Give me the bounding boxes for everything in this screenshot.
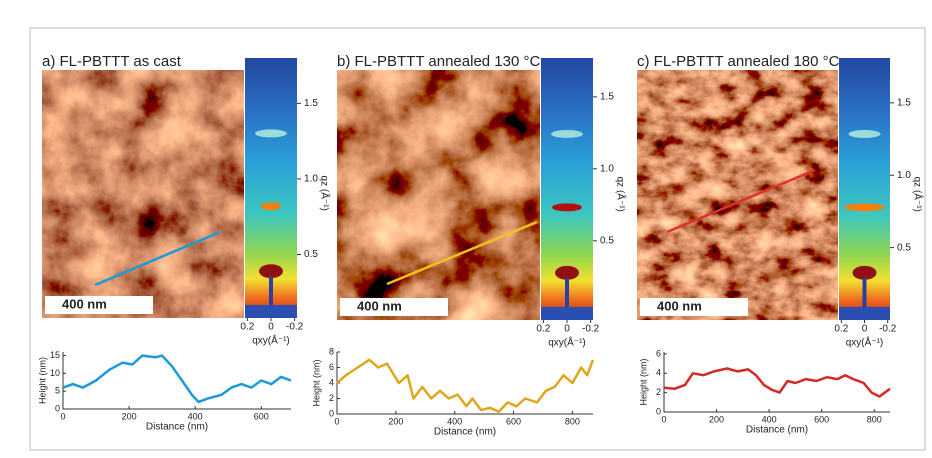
- x-tick-label: 400: [762, 414, 777, 424]
- qxy-tick-label: -0.2: [582, 324, 600, 335]
- x-tick-label: 800: [565, 416, 580, 426]
- giwaxs-beamstop: [862, 278, 867, 320]
- x-tick-label: 0: [60, 411, 65, 421]
- qxy-axis-label: qxy(Å⁻¹): [548, 336, 586, 349]
- qxy-tick-label: -0.2: [879, 324, 897, 335]
- profile-line: [386, 220, 538, 286]
- afm-texture: [337, 70, 540, 320]
- qz-tick-label: 1.5: [304, 98, 318, 109]
- afm-texture: [637, 70, 838, 320]
- giwaxs-peak: [259, 264, 283, 279]
- qxy-tick-label: 0.2: [240, 322, 254, 333]
- giwaxs-horizon: [839, 306, 890, 320]
- profile-line: [94, 230, 221, 287]
- profile-line: [666, 168, 816, 234]
- y-tick-label: 6: [656, 348, 661, 358]
- giwaxs-peak: [555, 265, 579, 280]
- qz-tick-label: 1.0: [304, 174, 318, 185]
- height-profile: [663, 367, 891, 398]
- qz-tick-label: 1.0: [897, 170, 911, 181]
- height-profile: [336, 358, 595, 413]
- x-tick-label: 0: [661, 414, 666, 424]
- qz-axis-label: qz (Å⁻¹): [318, 176, 331, 211]
- giwaxs-horizon: [245, 305, 297, 318]
- qxy-tick-label: 0: [564, 324, 570, 335]
- giwaxs-beamstop: [565, 278, 569, 320]
- y-tick-label: 6: [329, 362, 334, 372]
- giwaxs-peak: [844, 203, 885, 212]
- giwaxs-peak: [551, 129, 583, 138]
- scale-bar-label: 400 nm: [62, 296, 107, 311]
- x-axis-label: Distance (nm): [746, 425, 808, 436]
- qz-tick-label: 1.5: [897, 98, 911, 109]
- x-axis-label: Distance (nm): [146, 422, 208, 433]
- qz-tick-label: 1.0: [600, 163, 614, 174]
- x-tick-label: 600: [254, 411, 269, 421]
- y-tick-label: 5: [55, 386, 60, 396]
- panel-title: a) FL-PBTTT as cast: [42, 53, 182, 70]
- y-tick-label: 8: [329, 346, 334, 356]
- qxy-tick-label: 0.2: [834, 324, 848, 335]
- x-tick-label: 200: [388, 416, 403, 426]
- x-axis-label: Distance (nm): [434, 427, 496, 438]
- qxy-axis-label: qxy(Å⁻¹): [252, 334, 290, 347]
- qz-axis-label: qz (Å⁻¹): [911, 177, 924, 212]
- y-axis-label: Height (nm): [37, 357, 47, 404]
- qz-tick-label: 0.5: [897, 242, 911, 253]
- y-axis-label: Height (nm): [638, 358, 648, 405]
- qxy-tick-label: -0.2: [286, 322, 304, 333]
- y-tick-label: 0: [55, 403, 60, 413]
- panel-title: b) FL-PBTTT annealed 130 °C: [337, 53, 540, 70]
- scale-bar: [45, 296, 153, 314]
- panel-title: c) FL-PBTTT annealed 180 °C: [637, 53, 840, 70]
- qz-tick-label: 1.5: [600, 92, 614, 103]
- qz-tick-label: 0.5: [600, 235, 614, 246]
- y-tick-label: 15: [50, 350, 60, 360]
- qxy-tick-label: 0.2: [536, 324, 550, 335]
- qxy-tick-label: 0: [862, 324, 868, 335]
- height-profile: [62, 354, 292, 404]
- giwaxs-peak: [552, 203, 582, 212]
- y-tick-label: 2: [329, 393, 334, 403]
- qxy-tick-label: 0: [268, 322, 274, 333]
- scale-bar-label: 400 nm: [657, 298, 702, 313]
- scale-bar-label: 400 nm: [357, 298, 402, 313]
- x-tick-label: 200: [122, 411, 137, 421]
- x-tick-label: 600: [506, 416, 521, 426]
- frame: [29, 27, 926, 451]
- giwaxs-beamstop: [269, 276, 273, 318]
- giwaxs-peak: [261, 202, 281, 211]
- y-tick-label: 2: [656, 387, 661, 397]
- y-tick-label: 0: [329, 408, 334, 418]
- giwaxs-peak: [848, 129, 881, 138]
- qxy-axis-label: qxy(Å⁻¹): [846, 336, 884, 349]
- x-tick-label: 800: [867, 414, 882, 424]
- qz-axis-label: qz (Å⁻¹): [614, 177, 627, 212]
- labels: a) FL-PBTTT as cast 400 nm 0.5 1.0 1.5 qz (Å⁻…: [37, 53, 924, 438]
- y-tick-label: 0: [656, 406, 661, 416]
- y-tick-label: 10: [50, 368, 60, 378]
- y-tick-label: 4: [656, 368, 661, 378]
- x-tick-label: 400: [447, 416, 462, 426]
- giwaxs-horizon: [541, 306, 593, 320]
- scale-bar: [640, 298, 748, 316]
- afm-texture: [42, 70, 244, 318]
- x-tick-label: 400: [188, 411, 203, 421]
- x-tick-label: 600: [814, 414, 829, 424]
- scale-bar: [340, 298, 448, 316]
- panels: [42, 58, 890, 320]
- y-axis-label: Height (nm): [311, 359, 321, 406]
- y-tick-label: 4: [329, 377, 334, 387]
- giwaxs-peak: [255, 129, 287, 138]
- x-tick-label: 200: [709, 414, 724, 424]
- qz-tick-label: 0.5: [304, 249, 318, 260]
- axes: [663, 352, 890, 413]
- x-tick-label: 0: [334, 416, 339, 426]
- giwaxs-peak: [852, 265, 877, 280]
